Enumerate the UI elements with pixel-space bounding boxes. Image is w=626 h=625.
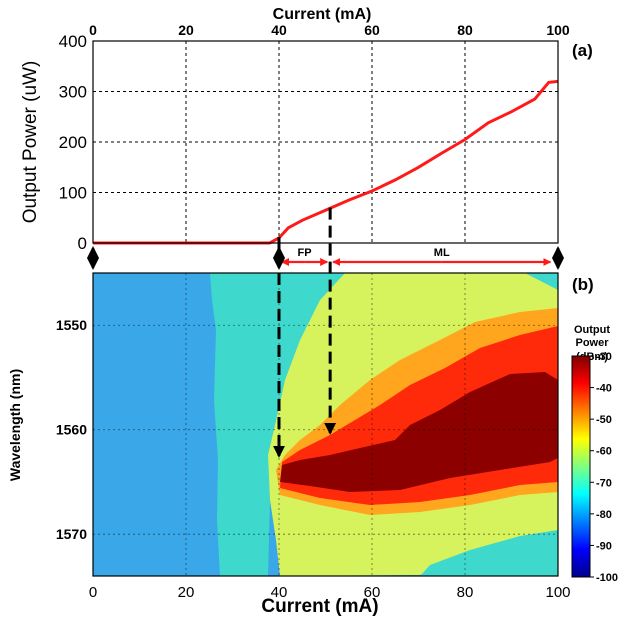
- colorbar-tick-label: -100: [596, 572, 618, 584]
- panel-a-ytick: 400: [59, 32, 87, 51]
- colorbar-tick-label: -60: [596, 446, 612, 458]
- colorbar-gradient: [571, 355, 591, 578]
- panel-b-label: (b): [572, 275, 594, 294]
- panel-a-xtick: 0: [89, 22, 97, 38]
- map-region-level2: [210, 273, 345, 576]
- panel-a-grid: [93, 41, 558, 243]
- panel-a-xtick: 100: [546, 22, 570, 38]
- panel-b-frame: [92, 272, 559, 577]
- panel-a-label: (a): [572, 41, 593, 60]
- panel-b-ytick: 1550: [56, 317, 87, 333]
- colorbar-tick-label: -40: [596, 383, 612, 395]
- wavelength-current-map: [93, 273, 558, 576]
- panel-b-xlabel: Current (mA): [261, 596, 378, 617]
- edge-alignment-arrows: [87, 246, 564, 270]
- panel-a-ytick: 100: [59, 184, 87, 203]
- colorbar-tick-label: -90: [596, 540, 612, 552]
- panel-a-ytick: 200: [59, 133, 87, 152]
- panel-b-xtick: 100: [545, 584, 570, 601]
- panel-a-frame: [92, 40, 559, 244]
- panel-b-ytick: 1560: [56, 422, 87, 438]
- panel-b-xtick: 80: [457, 584, 474, 601]
- map-region-lower-right: [420, 530, 558, 576]
- map-region-corner: [525, 273, 558, 290]
- panel-b: (b) 0 20 40 60 80 100 1550 1560 1570 Wavelength …: [7, 272, 594, 617]
- panel-b-xtick: 60: [364, 584, 381, 601]
- panel-a-xtick: 80: [457, 22, 473, 38]
- panel-a-ylabel: Output Power (uW): [20, 61, 41, 224]
- panel-b-xtick: 40: [271, 584, 288, 601]
- panel-b-ticks: 0 20 40 60 80 100 1550 1560 1570: [56, 317, 571, 601]
- panel-b-ytick: 1570: [56, 526, 87, 542]
- panel-a: Current (mA) (a) Output Power (uW) 0 20 40…: [20, 6, 593, 253]
- panel-a-ytick: 0: [78, 234, 87, 253]
- region-annotations: FP ML: [87, 246, 564, 270]
- panel-a-xtick: 60: [364, 22, 380, 38]
- colorbar-tick-label: -70: [596, 477, 612, 489]
- fp-label: FP: [298, 247, 312, 259]
- panel-a-xtick: 40: [271, 22, 287, 38]
- panel-a-xlabel: Current (mA): [273, 6, 372, 23]
- colorbar-tick-label: -30: [596, 351, 612, 363]
- colorbar-tick-label: -50: [596, 414, 612, 426]
- output-power-line: [93, 79, 559, 245]
- colorbar: Output Power (dBm) -30-40-50-60-70-80-90…: [571, 324, 618, 584]
- panel-b-xtick: 0: [89, 584, 97, 601]
- panel-a-ticks: 0 20 40 60 80 100 0 100 200 300 400: [59, 22, 570, 253]
- colorbar-title-line2: Power: [575, 337, 609, 349]
- panel-b-ylabel: Wavelength (nm): [7, 369, 23, 481]
- panel-a-ytick: 300: [59, 83, 87, 102]
- colorbar-title-line1: Output: [574, 324, 610, 336]
- colorbar-tick-label: -80: [596, 509, 612, 521]
- map-region-level6: [280, 372, 558, 492]
- threshold-arrows: [273, 207, 337, 458]
- colorbar-ticks: -30 -40 -50 -60 -70 -80 -90 -100: [590, 351, 618, 584]
- panel-b-xtick: 20: [178, 584, 195, 601]
- panel-a-xtick: 20: [178, 22, 194, 38]
- ml-label: ML: [434, 247, 450, 259]
